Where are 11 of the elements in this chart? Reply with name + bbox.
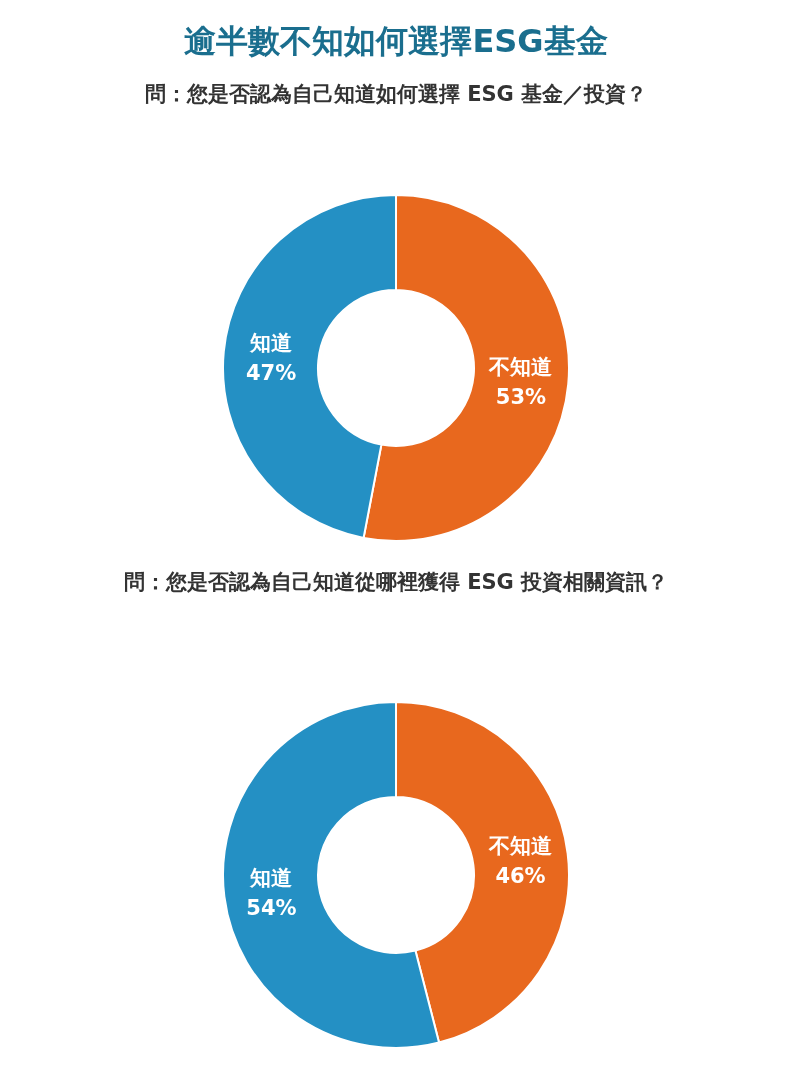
chart-title: 逾半數不知如何選擇ESG基金: [183, 21, 609, 62]
chart-subtitle: 問：您是否認為自己知道如何選擇 ESG 基金／投資？: [143, 81, 649, 108]
chart-subtitle: 問：您是否認為自己知道從哪裡獲得 ESG 投資相關資訊？: [122, 569, 670, 596]
slice-label: 不知道: [488, 354, 553, 379]
slice-label: 不知道: [488, 834, 553, 859]
data-label: 54%: [246, 895, 297, 920]
slice-label: 知道: [249, 331, 293, 356]
data-label: 53%: [495, 384, 547, 409]
data-label: 46%: [495, 864, 546, 889]
slice-label: 知道: [249, 865, 293, 890]
data-label: 47%: [245, 361, 297, 386]
